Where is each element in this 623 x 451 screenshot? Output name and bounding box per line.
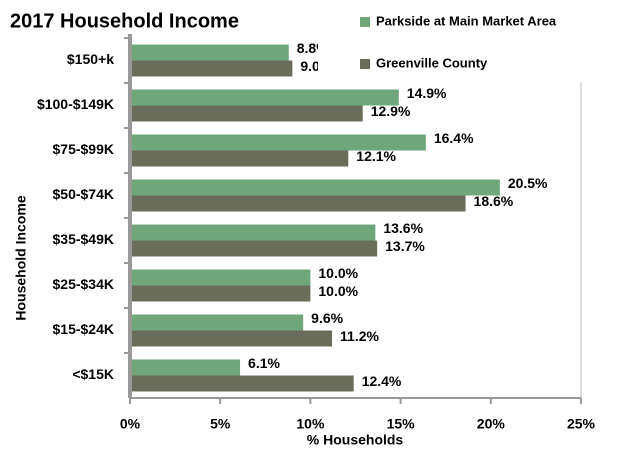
data-label: 12.4% [362, 373, 402, 389]
y-tick-label: $15-$24K [53, 321, 115, 337]
bar [130, 105, 363, 122]
legend-label: Greenville County [376, 55, 488, 70]
bar [130, 150, 349, 167]
bar [130, 375, 354, 392]
x-tick-label: 0% [120, 416, 141, 432]
bar [130, 89, 399, 106]
y-tick-label: <$15K [72, 366, 114, 382]
x-tick-label: 25% [567, 416, 596, 432]
bar [130, 314, 304, 331]
y-tick-label: $75-$99K [53, 141, 115, 157]
legend-label: Parkside at Main Market Area [376, 13, 557, 28]
bar [130, 224, 376, 241]
bar [130, 285, 311, 302]
data-label: 13.7% [385, 238, 425, 254]
chart-title: 2017 Household Income [10, 10, 239, 32]
bar [130, 330, 333, 347]
y-tick-label: $100-$149K [37, 96, 114, 112]
data-label: 12.1% [356, 148, 396, 164]
y-axis-label: Household Income [13, 195, 29, 320]
bar [130, 359, 241, 376]
x-tick-label: 15% [387, 416, 416, 432]
bar [130, 179, 500, 196]
data-label: 10.0% [318, 265, 358, 281]
data-label: 9.6% [311, 310, 343, 326]
y-tick-label: $50-$74K [53, 186, 115, 202]
data-label: 16.4% [434, 130, 474, 146]
y-tick-label: $150+k [67, 51, 114, 67]
data-label: 20.5% [508, 175, 548, 191]
x-tick-label: 10% [296, 416, 325, 432]
data-label: 11.2% [340, 328, 379, 344]
data-label: 18.6% [474, 193, 514, 209]
bar [130, 134, 426, 151]
bar [130, 44, 289, 61]
data-label: 14.9% [407, 85, 447, 101]
legend-swatch [360, 59, 370, 69]
y-tick-label: $35-$49K [53, 231, 115, 247]
data-label: 12.9% [371, 103, 411, 119]
bar [130, 240, 378, 257]
bar [130, 269, 311, 286]
data-label: 6.1% [248, 355, 280, 371]
x-axis-label: % Households [307, 432, 404, 448]
legend-swatch [360, 17, 370, 27]
data-label: 13.6% [383, 220, 423, 236]
bar [130, 195, 466, 212]
y-tick-label: $25-$34K [53, 276, 115, 292]
bar [130, 60, 293, 77]
data-label: 10.0% [318, 283, 358, 299]
x-tick-label: 20% [477, 416, 506, 432]
x-tick-label: 5% [210, 416, 231, 432]
